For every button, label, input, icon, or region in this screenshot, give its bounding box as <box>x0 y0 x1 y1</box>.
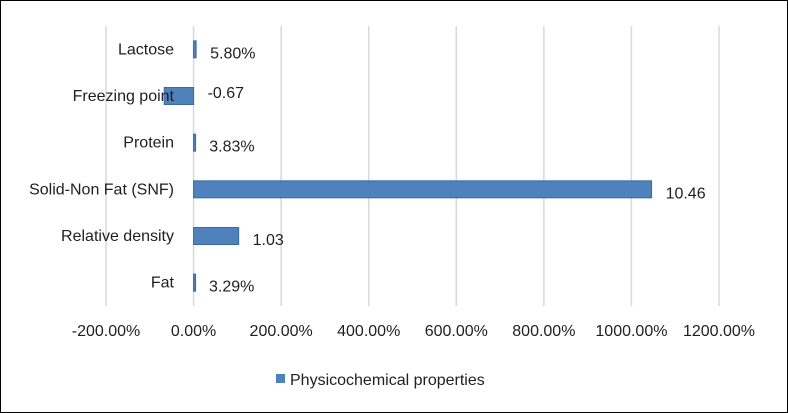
category-axis-labels: Fat Relative density Solid-Non Fat (SNF) Pr… <box>29 41 174 291</box>
x-tick-label-6: 1000.00% <box>595 323 667 340</box>
category-label-0: Fat <box>151 275 175 292</box>
data-label-2: 10.46 <box>666 185 706 202</box>
category-label-5: Lactose <box>118 41 174 58</box>
bar-4 <box>163 87 195 105</box>
bar-5 <box>193 40 197 59</box>
data-label-3: 3.83% <box>209 139 254 156</box>
category-label-2: Solid-Non Fat (SNF) <box>29 181 174 198</box>
legend-label: Physicochemical properties <box>290 372 485 389</box>
data-labels: 3.29% 1.03 10.46 3.83% -0.67 5.80% <box>208 45 706 295</box>
category-label-3: Protein <box>123 135 174 152</box>
x-tick-label-1: 0.00% <box>171 323 216 340</box>
bars <box>163 40 653 292</box>
bar-2 <box>193 180 653 199</box>
x-tick-label-0: -200.00% <box>72 323 141 340</box>
data-label-1: 1.03 <box>253 232 284 249</box>
value-axis-tick-labels: -200.00% 0.00% 200.00% 400.00% 600.00% 800.00… <box>72 323 755 340</box>
x-tick-label-5: 800.00% <box>512 323 575 340</box>
legend: Physicochemical properties <box>276 372 485 389</box>
x-tick-label-7: 1200.00% <box>683 323 755 340</box>
bar-1 <box>193 227 240 245</box>
legend-swatch <box>276 374 285 383</box>
gridlines <box>105 26 720 306</box>
x-tick-label-4: 600.00% <box>425 323 488 340</box>
data-label-5: 5.80% <box>210 45 255 62</box>
category-label-1: Relative density <box>61 228 174 245</box>
x-tick-label-3: 400.00% <box>337 323 400 340</box>
x-tick-label-2: 200.00% <box>250 323 313 340</box>
data-label-4: -0.67 <box>208 85 245 102</box>
category-label-4: Freezing point <box>73 88 175 105</box>
bar-0 <box>193 273 197 292</box>
data-label-0: 3.29% <box>209 279 254 296</box>
bar-3 <box>193 133 197 152</box>
